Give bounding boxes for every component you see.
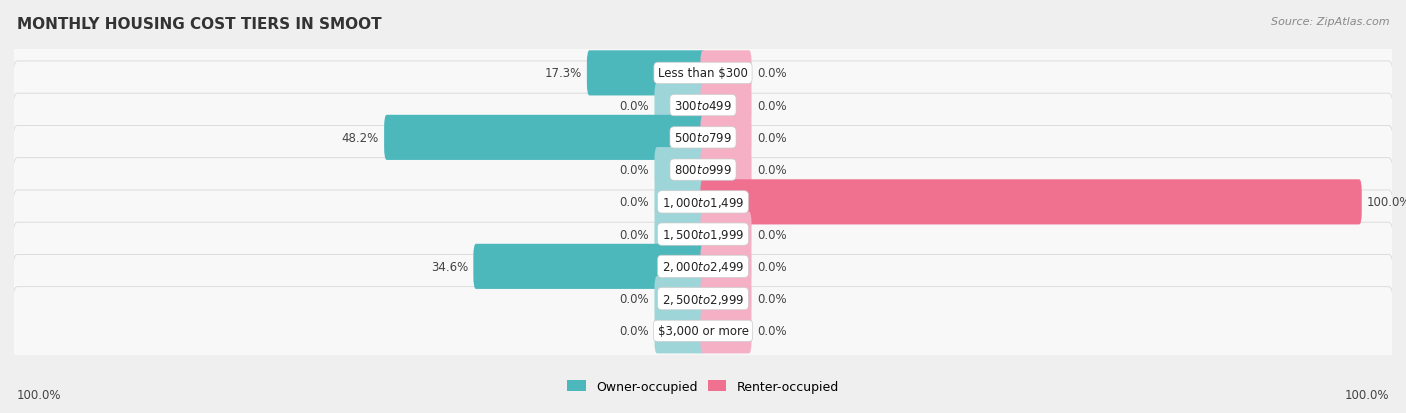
FancyBboxPatch shape (654, 276, 706, 321)
FancyBboxPatch shape (700, 309, 752, 354)
FancyBboxPatch shape (586, 51, 706, 96)
FancyBboxPatch shape (13, 158, 1393, 247)
FancyBboxPatch shape (700, 244, 752, 289)
Text: 0.0%: 0.0% (756, 100, 786, 112)
Text: 100.0%: 100.0% (1367, 196, 1406, 209)
Text: 48.2%: 48.2% (342, 132, 378, 145)
Text: $500 to $799: $500 to $799 (673, 132, 733, 145)
FancyBboxPatch shape (13, 62, 1393, 150)
FancyBboxPatch shape (13, 287, 1393, 375)
Text: 0.0%: 0.0% (756, 164, 786, 177)
Text: 34.6%: 34.6% (430, 260, 468, 273)
Text: 17.3%: 17.3% (544, 67, 582, 80)
Text: 0.0%: 0.0% (756, 67, 786, 80)
Text: 0.0%: 0.0% (756, 325, 786, 337)
FancyBboxPatch shape (13, 190, 1393, 279)
Text: $1,500 to $1,999: $1,500 to $1,999 (662, 228, 744, 242)
Text: 0.0%: 0.0% (756, 260, 786, 273)
FancyBboxPatch shape (654, 212, 706, 257)
Text: 0.0%: 0.0% (756, 292, 786, 305)
FancyBboxPatch shape (700, 51, 752, 96)
Text: $2,000 to $2,499: $2,000 to $2,499 (662, 260, 744, 274)
FancyBboxPatch shape (474, 244, 706, 289)
Text: 0.0%: 0.0% (756, 228, 786, 241)
FancyBboxPatch shape (654, 83, 706, 128)
Text: 0.0%: 0.0% (620, 325, 650, 337)
Text: $300 to $499: $300 to $499 (673, 100, 733, 112)
FancyBboxPatch shape (13, 126, 1393, 214)
Text: Less than $300: Less than $300 (658, 67, 748, 80)
Text: $2,500 to $2,999: $2,500 to $2,999 (662, 292, 744, 306)
FancyBboxPatch shape (700, 276, 752, 321)
FancyBboxPatch shape (700, 180, 1362, 225)
Text: 0.0%: 0.0% (756, 132, 786, 145)
Text: 0.0%: 0.0% (620, 164, 650, 177)
Text: 100.0%: 100.0% (17, 388, 62, 401)
Text: $3,000 or more: $3,000 or more (658, 325, 748, 337)
FancyBboxPatch shape (700, 116, 752, 161)
Text: 100.0%: 100.0% (1344, 388, 1389, 401)
FancyBboxPatch shape (700, 83, 752, 128)
Text: $1,000 to $1,499: $1,000 to $1,499 (662, 195, 744, 209)
Text: 0.0%: 0.0% (620, 196, 650, 209)
Legend: Owner-occupied, Renter-occupied: Owner-occupied, Renter-occupied (562, 375, 844, 398)
Text: 0.0%: 0.0% (620, 292, 650, 305)
Text: 0.0%: 0.0% (620, 228, 650, 241)
Text: 0.0%: 0.0% (620, 100, 650, 112)
FancyBboxPatch shape (13, 30, 1393, 118)
FancyBboxPatch shape (13, 255, 1393, 343)
FancyBboxPatch shape (13, 94, 1393, 182)
FancyBboxPatch shape (700, 148, 752, 193)
FancyBboxPatch shape (13, 223, 1393, 311)
Text: MONTHLY HOUSING COST TIERS IN SMOOT: MONTHLY HOUSING COST TIERS IN SMOOT (17, 17, 381, 31)
Text: $800 to $999: $800 to $999 (673, 164, 733, 177)
FancyBboxPatch shape (654, 309, 706, 354)
FancyBboxPatch shape (654, 180, 706, 225)
FancyBboxPatch shape (384, 116, 706, 161)
FancyBboxPatch shape (654, 148, 706, 193)
FancyBboxPatch shape (700, 212, 752, 257)
Text: Source: ZipAtlas.com: Source: ZipAtlas.com (1271, 17, 1389, 26)
